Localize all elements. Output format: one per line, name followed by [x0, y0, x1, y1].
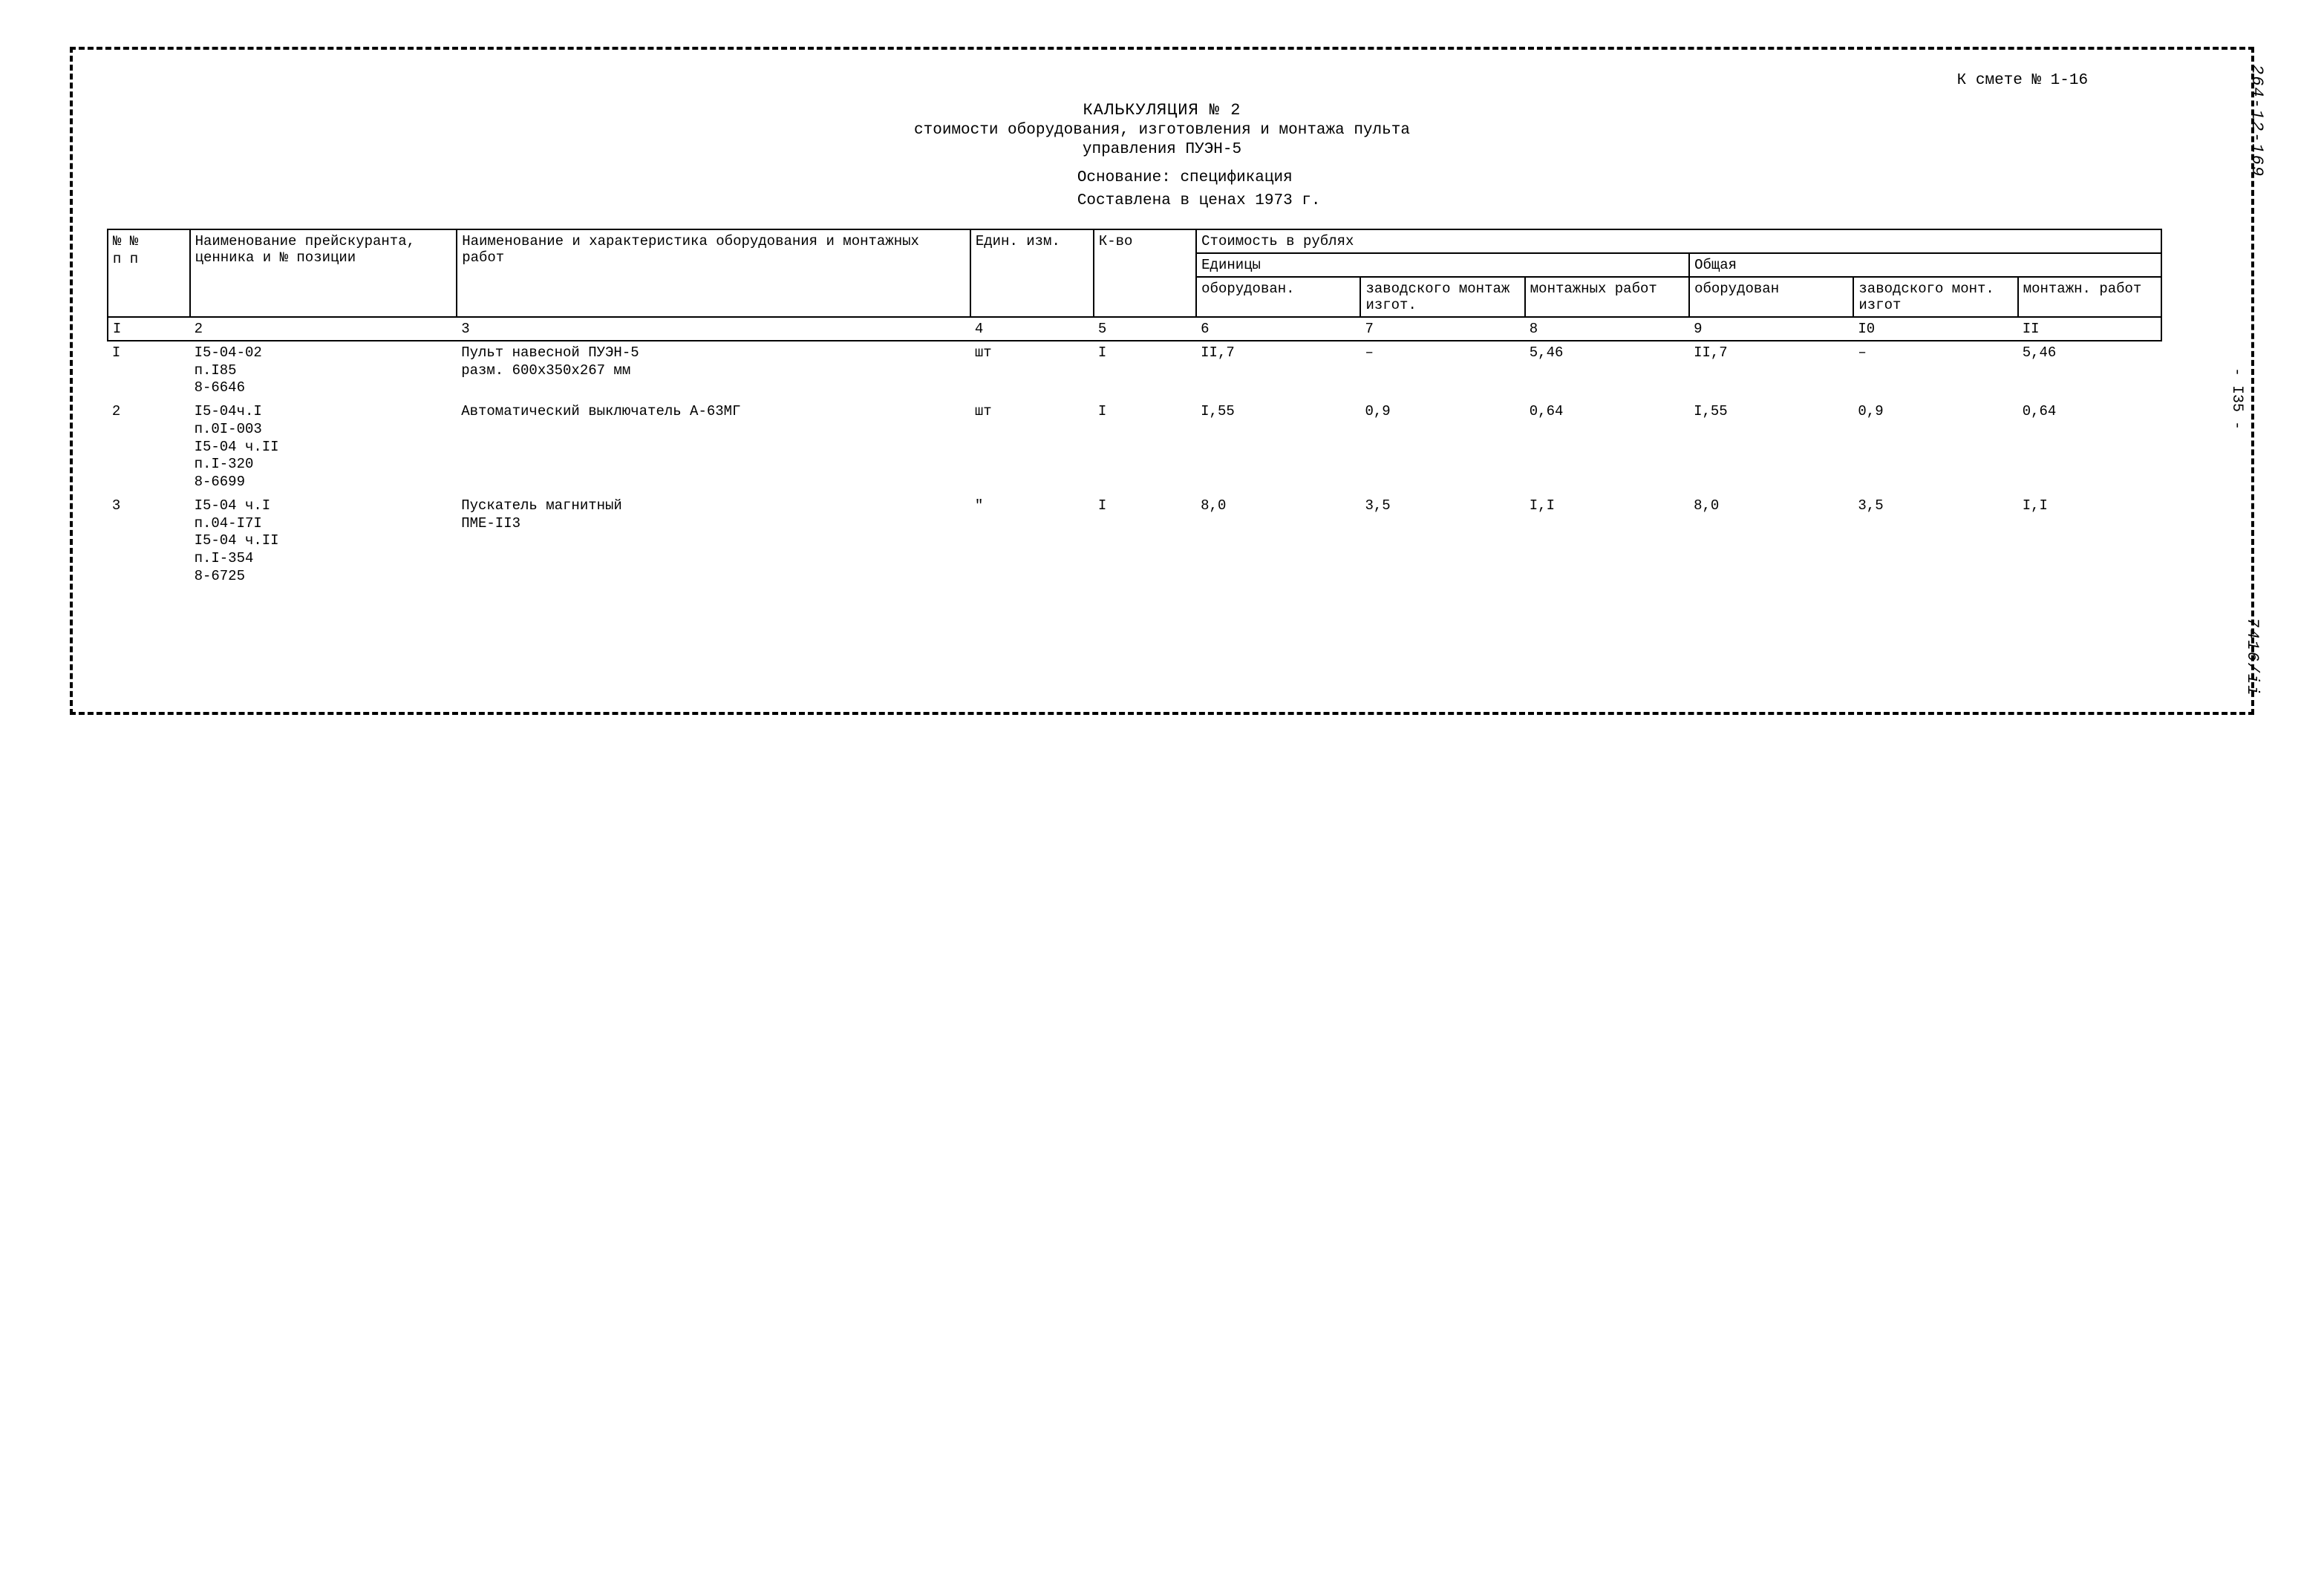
- cell-c10: 3,5: [1853, 494, 2017, 589]
- table-row: 3І5-04 ч.І п.04-І7І І5-04 ч.ІІ п.І-354 8…: [108, 494, 2162, 589]
- cell-c7: 3,5: [1360, 494, 1524, 589]
- cell-name: Пускатель магнитный ПМЕ-ІІ3: [457, 494, 970, 589]
- cell-name: Пульт навесной ПУЭН-5 разм. 600х350х267 …: [457, 341, 970, 400]
- table-row: ІІ5-04-02 п.І85 8-6646Пульт навесной ПУЭ…: [108, 341, 2162, 400]
- colnum-6: 6: [1196, 317, 1360, 341]
- th-reference: Наименование прейскуранта, ценника и № п…: [190, 229, 457, 317]
- th-cost-group: Стоимость в рублях: [1196, 229, 2161, 253]
- cell-c10: –: [1853, 341, 2017, 400]
- document-title: КАЛЬКУЛЯЦИЯ № 2: [102, 101, 2222, 120]
- colnum-2: 2: [190, 317, 457, 341]
- document-subtitle: стоимости оборудования, изготовления и м…: [102, 121, 2222, 160]
- cell-c11: І,І: [2018, 494, 2162, 589]
- cell-ref: І5-04 ч.І п.04-І7І І5-04 ч.ІІ п.І-354 8-…: [190, 494, 457, 589]
- cell-n: 3: [108, 494, 190, 589]
- cell-c7: –: [1360, 341, 1524, 400]
- th-number: № № п п: [108, 229, 190, 317]
- cell-c6: 8,0: [1196, 494, 1360, 589]
- cell-c10: 0,9: [1853, 400, 2017, 494]
- cell-c8: 5,46: [1525, 341, 1689, 400]
- document-meta: Основание: спецификация Составлена в цен…: [1077, 167, 2222, 212]
- cell-c9: І,55: [1689, 400, 1853, 494]
- cell-n: І: [108, 341, 190, 400]
- cell-qty: І: [1094, 341, 1196, 400]
- th-c10: заводского монт. изгот: [1853, 277, 2017, 317]
- margin-code-bottom: 7416/іі: [2243, 618, 2262, 696]
- cell-qty: І: [1094, 400, 1196, 494]
- colnum-4: 4: [970, 317, 1094, 341]
- colnum-9: 9: [1689, 317, 1853, 341]
- th-unit: Един. изм.: [970, 229, 1094, 317]
- th-c11: монтажн. работ: [2018, 277, 2162, 317]
- th-qty: К-во: [1094, 229, 1196, 317]
- cell-unit: ": [970, 494, 1094, 589]
- colnum-7: 7: [1360, 317, 1524, 341]
- cell-c6: ІІ,7: [1196, 341, 1360, 400]
- document-page: 264-12-169 - І35 - 7416/іі К смете № 1-1…: [70, 47, 2254, 715]
- cell-n: 2: [108, 400, 190, 494]
- cell-c8: 0,64: [1525, 400, 1689, 494]
- th-unit-cost-group: Единицы: [1196, 253, 1689, 277]
- th-c6: оборудован.: [1196, 277, 1360, 317]
- cell-qty: І: [1094, 494, 1196, 589]
- margin-page-number: - І35 -: [2228, 367, 2245, 430]
- subtitle-line2: управления ПУЭН-5: [1083, 141, 1241, 158]
- cell-c6: І,55: [1196, 400, 1360, 494]
- th-c9: оборудован: [1689, 277, 1853, 317]
- table-body: ІІ5-04-02 п.І85 8-6646Пульт навесной ПУЭ…: [108, 341, 2162, 589]
- subtitle-line1: стоимости оборудования, изготовления и м…: [914, 122, 1410, 139]
- cell-ref: І5-04-02 п.І85 8-6646: [190, 341, 457, 400]
- table-row: 2І5-04ч.І п.0І-003 І5-04 ч.ІІ п.І-320 8-…: [108, 400, 2162, 494]
- th-name: Наименование и характеристика оборудован…: [457, 229, 970, 317]
- estimate-reference: К смете № 1-16: [102, 72, 2088, 89]
- colnum-1: І: [108, 317, 190, 341]
- colnum-11: ІІ: [2018, 317, 2162, 341]
- th-total-cost-group: Общая: [1689, 253, 2161, 277]
- cell-c9: 8,0: [1689, 494, 1853, 589]
- cell-c9: ІІ,7: [1689, 341, 1853, 400]
- colnum-5: 5: [1094, 317, 1196, 341]
- colnum-10: І0: [1853, 317, 2017, 341]
- margin-code-top: 264-12-169: [2248, 65, 2266, 177]
- cell-c8: І,І: [1525, 494, 1689, 589]
- cell-c11: 0,64: [2018, 400, 2162, 494]
- cell-name: Автоматический выключатель А-63МГ: [457, 400, 970, 494]
- th-c7: заводского монтаж изгот.: [1360, 277, 1524, 317]
- cell-c11: 5,46: [2018, 341, 2162, 400]
- colnum-8: 8: [1525, 317, 1689, 341]
- cell-unit: шт: [970, 400, 1094, 494]
- basis-line: Основание: спецификация: [1077, 167, 2222, 189]
- th-c8: монтажных работ: [1525, 277, 1689, 317]
- cell-c7: 0,9: [1360, 400, 1524, 494]
- cell-ref: І5-04ч.І п.0І-003 І5-04 ч.ІІ п.І-320 8-6…: [190, 400, 457, 494]
- prices-line: Составлена в ценах 1973 г.: [1077, 190, 2222, 212]
- calculation-table: № № п п Наименование прейскуранта, ценни…: [107, 229, 2163, 589]
- cell-unit: шт: [970, 341, 1094, 400]
- colnum-3: 3: [457, 317, 970, 341]
